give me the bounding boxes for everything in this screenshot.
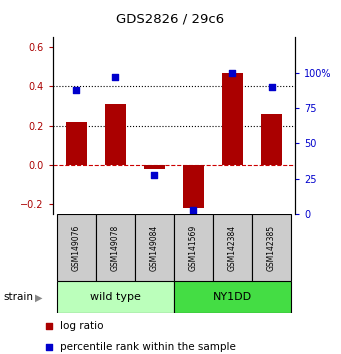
- Bar: [222, 73, 243, 165]
- Point: [269, 84, 274, 90]
- Bar: [96, 214, 135, 281]
- Bar: [144, 165, 165, 169]
- Text: GSM149084: GSM149084: [150, 225, 159, 271]
- Bar: [135, 214, 174, 281]
- Bar: [213, 214, 252, 281]
- Text: percentile rank within the sample: percentile rank within the sample: [60, 342, 236, 352]
- Point: [46, 344, 52, 350]
- Bar: [174, 281, 291, 313]
- Point: [74, 87, 79, 92]
- Point: [46, 323, 52, 329]
- Text: GSM142384: GSM142384: [228, 225, 237, 271]
- Point: [152, 172, 157, 177]
- Text: wild type: wild type: [90, 292, 141, 302]
- Text: GSM149078: GSM149078: [111, 225, 120, 271]
- Point: [230, 70, 235, 75]
- Bar: [105, 104, 126, 165]
- Bar: [252, 214, 291, 281]
- Bar: [183, 165, 204, 208]
- Text: log ratio: log ratio: [60, 321, 104, 331]
- Text: GSM141569: GSM141569: [189, 225, 198, 271]
- Bar: [57, 214, 96, 281]
- Point: [113, 74, 118, 80]
- Text: GSM142385: GSM142385: [267, 225, 276, 271]
- Bar: [65, 122, 87, 165]
- Text: strain: strain: [3, 292, 33, 302]
- Bar: [57, 281, 174, 313]
- Bar: [261, 114, 282, 165]
- Point: [191, 207, 196, 213]
- Text: ▶: ▶: [35, 292, 43, 302]
- Text: NY1DD: NY1DD: [213, 292, 252, 302]
- Text: GDS2826 / 29c6: GDS2826 / 29c6: [116, 12, 225, 25]
- Bar: [174, 214, 213, 281]
- Text: GSM149076: GSM149076: [72, 224, 81, 271]
